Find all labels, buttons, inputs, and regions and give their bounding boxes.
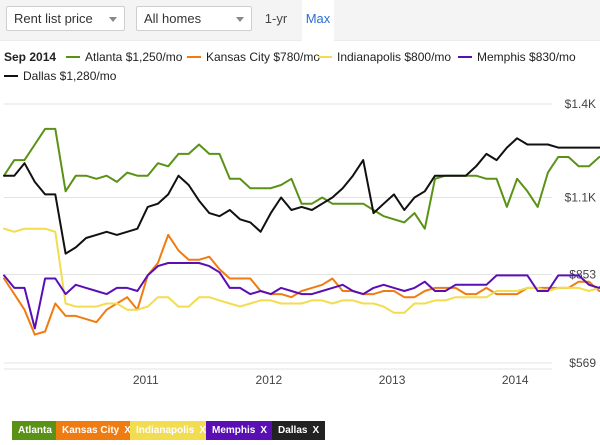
series-tag-indianapolis[interactable]: Indianapolis X (130, 421, 213, 440)
series-line-dallas (3, 137, 600, 255)
homes-select-value: All homes (144, 11, 202, 26)
legend-swatch (187, 55, 201, 58)
series-line-kansas-city (3, 233, 600, 336)
y-tick-label: $1.1K (565, 191, 596, 205)
series-tag-label: Indianapolis (136, 425, 195, 436)
range-1yr-tab[interactable]: 1-yr (264, 11, 288, 26)
remove-series-icon[interactable]: X (260, 425, 268, 436)
series-tag-label: Atlanta (18, 425, 52, 436)
metric-select-value: Rent list price (14, 11, 93, 26)
legend-item-memphis: Memphis $830/mo (458, 50, 576, 64)
y-tick-label: $569 (569, 356, 596, 370)
series-tag-label: Dallas (278, 425, 308, 436)
series-tag-memphis[interactable]: Memphis X (206, 421, 274, 440)
remove-series-icon[interactable]: X (124, 425, 131, 436)
legend-item-indianapolis: Indianapolis $800/mo (318, 50, 451, 64)
y-tick-label: $853 (569, 267, 596, 281)
remove-series-icon[interactable]: X (312, 425, 320, 436)
legend-label: Kansas City $780/mo (206, 50, 321, 64)
legend-label: Dallas $1,280/mo (23, 69, 117, 83)
y-tick-label: $1.4K (565, 97, 596, 111)
homes-select[interactable]: All homes (136, 6, 252, 31)
series-tag-kansas-city[interactable]: Kansas City X (56, 421, 137, 440)
legend-label: Memphis $830/mo (477, 50, 576, 64)
series-line-memphis (3, 262, 600, 330)
series-tag-label: Memphis (212, 425, 256, 436)
x-tick-label: 2011 (133, 373, 159, 387)
legend-label: Atlanta $1,250/mo (85, 50, 183, 64)
series-tag-label: Kansas City (62, 425, 120, 436)
series-tag-atlanta[interactable]: Atlanta (12, 421, 58, 440)
legend-date: Sep 2014 (4, 50, 57, 64)
legend-swatch (66, 55, 80, 58)
range-max-tab[interactable]: Max (302, 0, 334, 42)
legend-item-dallas: Dallas $1,280/mo (4, 69, 116, 83)
legend-swatch (458, 55, 472, 58)
legend-label: Indianapolis $800/mo (337, 50, 452, 64)
series-line-atlanta (3, 127, 600, 230)
controls-bar: Rent list price All homes 1-yr Max (0, 0, 600, 42)
metric-select[interactable]: Rent list price (6, 6, 125, 31)
legend-item-kansas-city: Kansas City $780/mo (187, 50, 320, 64)
x-tick-label: 2014 (502, 373, 529, 387)
legend-item-atlanta: Atlanta $1,250/mo (66, 50, 182, 64)
chevron-down-icon (109, 17, 117, 22)
series-line-indianapolis (3, 227, 600, 314)
remove-series-icon[interactable]: X (199, 425, 207, 436)
legend-swatch (4, 74, 18, 77)
x-tick-label: 2012 (256, 373, 283, 387)
series-tag-dallas[interactable]: Dallas X (272, 421, 326, 440)
chevron-down-icon (236, 17, 244, 22)
x-tick-label: 2013 (379, 373, 406, 387)
legend-swatch (318, 55, 332, 58)
